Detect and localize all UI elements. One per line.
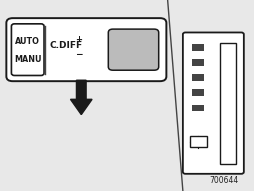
- FancyArrow shape: [70, 80, 92, 115]
- Bar: [192, 59, 204, 66]
- FancyBboxPatch shape: [6, 18, 166, 81]
- FancyBboxPatch shape: [108, 29, 159, 70]
- Bar: [190, 136, 207, 147]
- Bar: [192, 74, 204, 81]
- Text: MANU: MANU: [14, 55, 41, 64]
- Text: +: +: [75, 35, 82, 44]
- Text: −: −: [75, 50, 83, 59]
- Text: C.DIFF: C.DIFF: [50, 41, 83, 50]
- FancyBboxPatch shape: [183, 32, 244, 174]
- Bar: [192, 104, 204, 111]
- Text: 700644: 700644: [209, 176, 238, 185]
- Bar: [220, 43, 236, 164]
- FancyBboxPatch shape: [11, 24, 44, 75]
- Text: AUTO: AUTO: [15, 37, 40, 46]
- Bar: [192, 89, 204, 96]
- Bar: [192, 44, 204, 51]
